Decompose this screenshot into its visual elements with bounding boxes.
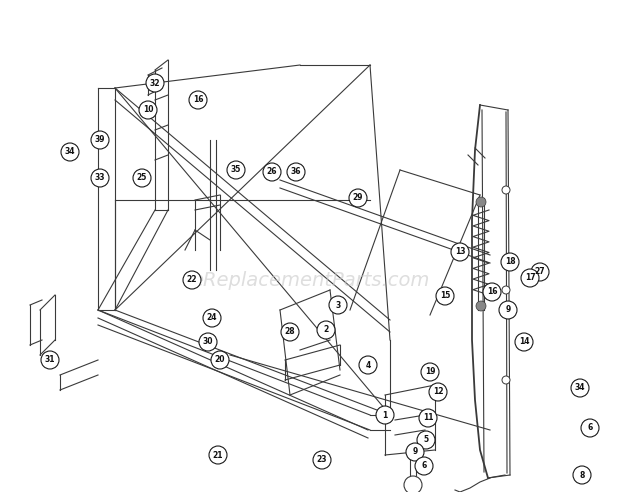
Text: 18: 18: [505, 257, 515, 267]
Text: 19: 19: [425, 368, 435, 376]
Circle shape: [415, 457, 433, 475]
Circle shape: [406, 443, 424, 461]
Circle shape: [499, 301, 517, 319]
Text: 6: 6: [587, 424, 593, 432]
Circle shape: [429, 383, 447, 401]
Circle shape: [61, 143, 79, 161]
Circle shape: [502, 376, 510, 384]
Text: 21: 21: [213, 451, 223, 460]
Circle shape: [189, 91, 207, 109]
Text: 28: 28: [285, 328, 295, 337]
Text: 22: 22: [187, 276, 197, 284]
Circle shape: [419, 409, 437, 427]
Circle shape: [515, 333, 533, 351]
Circle shape: [417, 431, 435, 449]
Text: 35: 35: [231, 165, 241, 175]
Text: eReplacementParts.com: eReplacementParts.com: [191, 271, 429, 289]
Circle shape: [199, 333, 217, 351]
Circle shape: [349, 189, 367, 207]
Circle shape: [329, 296, 347, 314]
Circle shape: [571, 379, 589, 397]
Text: 39: 39: [95, 135, 105, 145]
Circle shape: [502, 286, 510, 294]
Text: 23: 23: [317, 456, 327, 464]
Circle shape: [359, 356, 377, 374]
Circle shape: [317, 321, 335, 339]
Text: 5: 5: [423, 435, 428, 444]
Text: 15: 15: [440, 291, 450, 301]
Text: 14: 14: [519, 338, 529, 346]
Text: 32: 32: [150, 79, 160, 88]
Text: 16: 16: [487, 287, 497, 297]
Text: 3: 3: [335, 301, 340, 309]
Text: 9: 9: [505, 306, 511, 314]
Circle shape: [573, 466, 591, 484]
Text: 8: 8: [579, 470, 585, 480]
Circle shape: [421, 363, 439, 381]
Circle shape: [451, 243, 469, 261]
Circle shape: [476, 301, 486, 311]
Text: 20: 20: [215, 356, 225, 365]
Text: 30: 30: [203, 338, 213, 346]
Text: 25: 25: [137, 174, 147, 183]
Circle shape: [313, 451, 331, 469]
Circle shape: [133, 169, 151, 187]
Circle shape: [581, 419, 599, 437]
Circle shape: [91, 169, 109, 187]
Circle shape: [483, 283, 501, 301]
Text: 34: 34: [64, 148, 75, 156]
Circle shape: [281, 323, 299, 341]
Text: 2: 2: [324, 326, 329, 335]
Text: 27: 27: [534, 268, 546, 277]
Circle shape: [404, 476, 422, 492]
Circle shape: [376, 406, 394, 424]
Text: 6: 6: [422, 461, 427, 470]
Text: 16: 16: [193, 95, 203, 104]
Circle shape: [211, 351, 229, 369]
Circle shape: [263, 163, 281, 181]
Circle shape: [531, 263, 549, 281]
Text: 12: 12: [433, 388, 443, 397]
Circle shape: [91, 131, 109, 149]
Text: 9: 9: [412, 448, 418, 457]
Circle shape: [436, 287, 454, 305]
Circle shape: [287, 163, 305, 181]
Text: 24: 24: [206, 313, 217, 322]
Text: 33: 33: [95, 174, 105, 183]
Circle shape: [501, 253, 519, 271]
Circle shape: [203, 309, 221, 327]
Text: 31: 31: [45, 356, 55, 365]
Text: 29: 29: [353, 193, 363, 203]
Circle shape: [502, 186, 510, 194]
Circle shape: [227, 161, 245, 179]
Circle shape: [209, 446, 227, 464]
Text: 11: 11: [423, 413, 433, 423]
Text: 34: 34: [575, 383, 585, 393]
Circle shape: [139, 101, 157, 119]
Circle shape: [183, 271, 201, 289]
Circle shape: [521, 269, 539, 287]
Circle shape: [146, 74, 164, 92]
Text: 26: 26: [267, 167, 277, 177]
Text: 36: 36: [291, 167, 301, 177]
Text: 10: 10: [143, 105, 153, 115]
Circle shape: [476, 197, 486, 207]
Text: 13: 13: [454, 247, 465, 256]
Text: 4: 4: [365, 361, 371, 369]
Circle shape: [41, 351, 59, 369]
Text: 17: 17: [525, 274, 535, 282]
Text: 1: 1: [383, 410, 388, 420]
